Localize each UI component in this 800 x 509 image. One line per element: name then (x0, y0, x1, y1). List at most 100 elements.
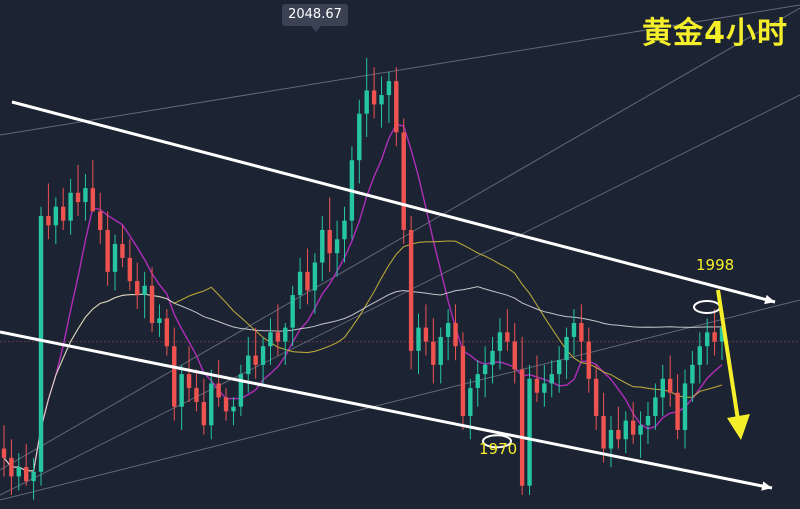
candle-body (1, 448, 7, 458)
candle-body (216, 383, 221, 398)
candle-body (186, 374, 192, 389)
candle-body (394, 81, 399, 133)
candle-body (31, 471, 36, 482)
forecast-arrowhead (727, 414, 750, 440)
candle-body (697, 346, 702, 365)
candle-body (505, 332, 510, 342)
candle-body (61, 206, 66, 221)
candle-body (46, 216, 51, 226)
candle-body (142, 285, 147, 296)
candle-body (179, 374, 184, 407)
lower-trendline-arrowhead (761, 481, 772, 491)
candle-body (83, 188, 88, 203)
candle-body (704, 332, 710, 347)
candle-body (90, 188, 96, 212)
candle-body (16, 467, 22, 477)
candle-body (490, 350, 495, 365)
candle-body (38, 216, 44, 472)
candle-body (334, 239, 340, 254)
candle-body (327, 229, 332, 254)
candle-body (201, 402, 207, 426)
candle-body (268, 332, 273, 347)
candle-body (305, 271, 310, 291)
candle-body (157, 318, 162, 323)
candle-body (312, 262, 318, 291)
upper-trendline-arrowhead (764, 294, 775, 305)
candle-body (246, 355, 251, 375)
candle-body (667, 378, 673, 393)
candle-body (53, 206, 59, 226)
candle-body (238, 374, 244, 407)
candle-body (438, 336, 443, 365)
trend-overlays (0, 100, 776, 491)
lower-trendline (0, 330, 773, 490)
candle-body (512, 341, 517, 370)
candle-body (482, 364, 488, 375)
candle-body (364, 90, 369, 114)
candle-body (283, 327, 288, 342)
candle-body (127, 257, 133, 282)
candle-body (260, 346, 266, 365)
candle-body (423, 327, 429, 342)
channel-line (0, 94, 800, 496)
candle-body (630, 420, 636, 435)
candle-body (209, 383, 214, 426)
candle-body (660, 378, 665, 398)
level-label-high: 1998 (696, 256, 735, 274)
candle-body (9, 457, 14, 477)
candle-body (379, 95, 384, 105)
candle-body (172, 346, 177, 407)
candle-body (682, 383, 688, 430)
candle-body (608, 429, 614, 449)
candle-body (112, 243, 118, 272)
candle-body (534, 378, 540, 393)
candle-body (408, 229, 414, 351)
candle-body (357, 113, 362, 161)
candle-body (527, 378, 532, 486)
candle-body (416, 327, 421, 351)
candle-body (542, 383, 547, 393)
moving-averages (3, 124, 723, 472)
candle-body (75, 192, 81, 203)
upper-trendline (11, 100, 776, 304)
candle-body (290, 295, 295, 328)
candle-body (24, 467, 29, 482)
candle-body (460, 346, 466, 416)
candle-body (401, 132, 406, 230)
candle-body (638, 425, 643, 435)
candle-body (320, 229, 325, 263)
candle-body (342, 220, 347, 240)
candle-body (231, 406, 236, 412)
chart-title: 黄金4小时 (642, 16, 788, 51)
candle-body (549, 374, 554, 384)
candle-body (453, 322, 458, 347)
level-label-low: 1970 (479, 440, 518, 458)
candle-body (445, 322, 451, 337)
channel-line (0, 299, 800, 501)
candle-body (690, 364, 695, 384)
candle-body (386, 81, 392, 96)
candle-body (297, 271, 303, 296)
channel-line (0, 4, 800, 136)
candles (1, 57, 725, 500)
candle-body (194, 388, 199, 403)
candle-body (475, 374, 480, 389)
candle-body (105, 229, 110, 272)
candle-body (120, 243, 125, 258)
candle-body (712, 332, 717, 342)
forecast-arrow (716, 289, 740, 421)
candle-body (623, 420, 628, 440)
candle-body (675, 392, 680, 430)
ma-long-line (3, 286, 723, 472)
candle-body (571, 322, 577, 337)
candle-body (601, 415, 606, 449)
candle-body (149, 285, 155, 323)
candle-body (275, 332, 281, 342)
channel-line (0, 7, 800, 471)
candle-body (497, 332, 503, 351)
candle-body (68, 192, 73, 221)
candle-body (223, 397, 229, 412)
candle-body (616, 429, 621, 440)
